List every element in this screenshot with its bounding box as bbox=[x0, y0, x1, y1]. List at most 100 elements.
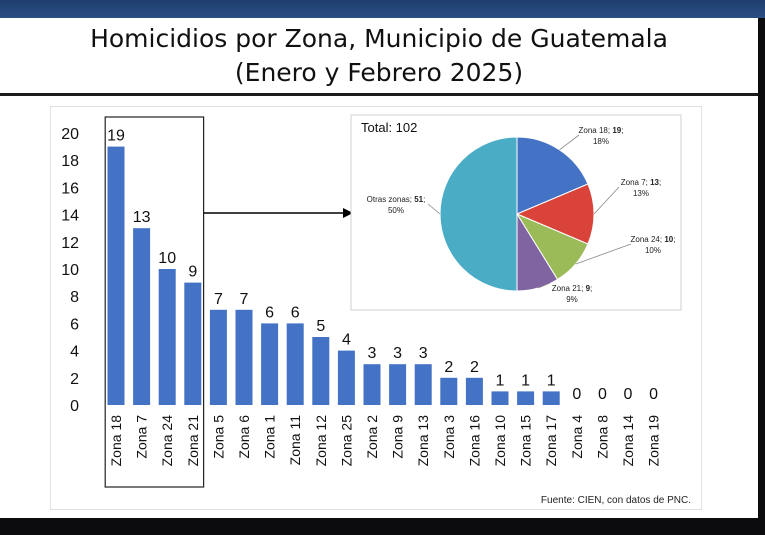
bar bbox=[440, 377, 458, 405]
bar-value-label: 10 bbox=[158, 250, 176, 267]
x-category-label: Zona 18 bbox=[108, 415, 124, 467]
bar bbox=[209, 309, 227, 405]
pie-slice-label: Zona 7; 13; bbox=[621, 178, 662, 187]
y-tick-label: 2 bbox=[70, 371, 79, 388]
y-tick-label: 0 bbox=[70, 398, 79, 415]
x-category-label: Zona 5 bbox=[210, 415, 226, 459]
slide: Homicidios por Zona, Municipio de Guatem… bbox=[0, 18, 758, 518]
x-category-label: Zona 14 bbox=[620, 415, 636, 467]
title-band: Homicidios por Zona, Municipio de Guatem… bbox=[0, 18, 758, 96]
bar bbox=[312, 337, 330, 405]
pie-slice-label: Zona 18; 19; bbox=[579, 126, 624, 135]
pie-slice-pct: 18% bbox=[593, 137, 609, 146]
bar bbox=[491, 391, 509, 405]
bar-value-label: 7 bbox=[214, 291, 223, 308]
bar bbox=[133, 228, 151, 405]
x-category-label: Zona 11 bbox=[287, 415, 303, 466]
bar-value-label: 5 bbox=[316, 318, 325, 335]
y-tick-label: 8 bbox=[70, 289, 79, 306]
connector-arrow-head bbox=[343, 208, 353, 218]
bar-value-label: 4 bbox=[342, 332, 351, 349]
slide-subtitle: (Enero y Febrero 2025) bbox=[234, 58, 524, 87]
bar bbox=[184, 282, 202, 405]
y-tick-label: 6 bbox=[70, 316, 79, 333]
top-window-strip bbox=[0, 0, 765, 18]
x-category-label: Zona 12 bbox=[313, 415, 329, 467]
bar-value-label: 7 bbox=[240, 291, 249, 308]
bar bbox=[261, 323, 279, 405]
pie-slice-pct: 10% bbox=[645, 246, 661, 255]
x-category-label: Zona 2 bbox=[364, 415, 380, 459]
bar bbox=[337, 350, 355, 405]
bar-value-label: 13 bbox=[133, 209, 151, 226]
x-category-label: Zona 15 bbox=[518, 415, 534, 467]
x-category-label: Zona 7 bbox=[134, 415, 150, 459]
pie-leader-line bbox=[427, 203, 441, 215]
x-category-label: Zona 16 bbox=[466, 415, 482, 467]
bar-value-label: 0 bbox=[649, 386, 658, 403]
slide-title: Homicidios por Zona, Municipio de Guatem… bbox=[90, 24, 668, 53]
bar-value-label: 2 bbox=[470, 359, 479, 376]
x-category-label: Zona 1 bbox=[262, 415, 278, 459]
pie-slice-pct: 50% bbox=[388, 206, 404, 215]
pie-leader-line bbox=[559, 134, 580, 151]
chart-area: 0 2 4 6 8 10 12 14 16 18 20 19 Zona 18 13 Zona 7 10 Zona… bbox=[50, 106, 702, 510]
pie-slice-pct: 9% bbox=[566, 295, 578, 304]
x-category-label: Zona 13 bbox=[415, 415, 431, 467]
bar-value-label: 0 bbox=[624, 386, 633, 403]
bar-value-label: 1 bbox=[547, 372, 556, 389]
pie-slice-label: Zona 24; 10; bbox=[631, 235, 676, 244]
y-tick-label: 10 bbox=[61, 262, 79, 279]
y-tick-label: 12 bbox=[61, 235, 79, 252]
x-category-label: Zona 19 bbox=[646, 415, 662, 467]
bar-value-label: 6 bbox=[291, 304, 300, 321]
bar bbox=[158, 269, 176, 405]
bar-value-label: 19 bbox=[107, 128, 125, 145]
pie-slice bbox=[516, 136, 589, 215]
x-category-label: Zona 21 bbox=[185, 415, 201, 467]
y-tick-label: 16 bbox=[61, 180, 79, 197]
x-category-label: Zona 3 bbox=[441, 415, 457, 459]
x-category-label: Zona 4 bbox=[569, 415, 585, 459]
x-category-label: Zona 10 bbox=[492, 415, 508, 467]
bar bbox=[363, 364, 381, 405]
bar-value-label: 3 bbox=[393, 345, 402, 362]
y-tick-label: 14 bbox=[61, 208, 79, 225]
x-category-label: Zona 9 bbox=[390, 415, 406, 459]
x-category-label: Zona 6 bbox=[236, 415, 252, 459]
bar bbox=[107, 146, 125, 405]
y-tick-label: 20 bbox=[61, 126, 79, 143]
bar bbox=[465, 377, 483, 405]
bar-value-label: 0 bbox=[598, 386, 607, 403]
pie-slice-pct: 13% bbox=[633, 189, 649, 198]
bar-value-label: 1 bbox=[496, 372, 505, 389]
pie-leader-line bbox=[537, 282, 551, 289]
y-tick-label: 4 bbox=[70, 344, 79, 361]
pie-total-label: Total: 102 bbox=[361, 120, 417, 135]
bar-value-label: 2 bbox=[444, 359, 453, 376]
bar bbox=[517, 391, 535, 405]
bar-value-label: 3 bbox=[368, 345, 377, 362]
source-note: Fuente: CIEN, con datos de PNC. bbox=[541, 495, 691, 506]
pie-slice-label: Otras zonas; 51; bbox=[367, 195, 426, 204]
highlight-box bbox=[104, 116, 205, 488]
bar bbox=[286, 323, 304, 405]
bar-value-label: 3 bbox=[419, 345, 428, 362]
x-category-label: Zona 8 bbox=[594, 415, 610, 459]
x-category-label: Zona 25 bbox=[338, 415, 354, 467]
bar-value-label: 0 bbox=[572, 386, 581, 403]
x-category-label: Zona 17 bbox=[543, 415, 559, 467]
y-tick-label: 18 bbox=[61, 153, 79, 170]
bar bbox=[235, 309, 253, 405]
x-category-label: Zona 24 bbox=[159, 415, 175, 467]
bar bbox=[389, 364, 407, 405]
bar bbox=[542, 391, 560, 405]
bar-value-label: 1 bbox=[521, 372, 530, 389]
pie-slice-label: Zona 21; 9; bbox=[552, 284, 593, 293]
bar-value-label: 6 bbox=[265, 304, 274, 321]
bar-value-label: 9 bbox=[188, 264, 197, 281]
pie-leader-line bbox=[593, 186, 620, 215]
pie-slice bbox=[515, 183, 595, 245]
